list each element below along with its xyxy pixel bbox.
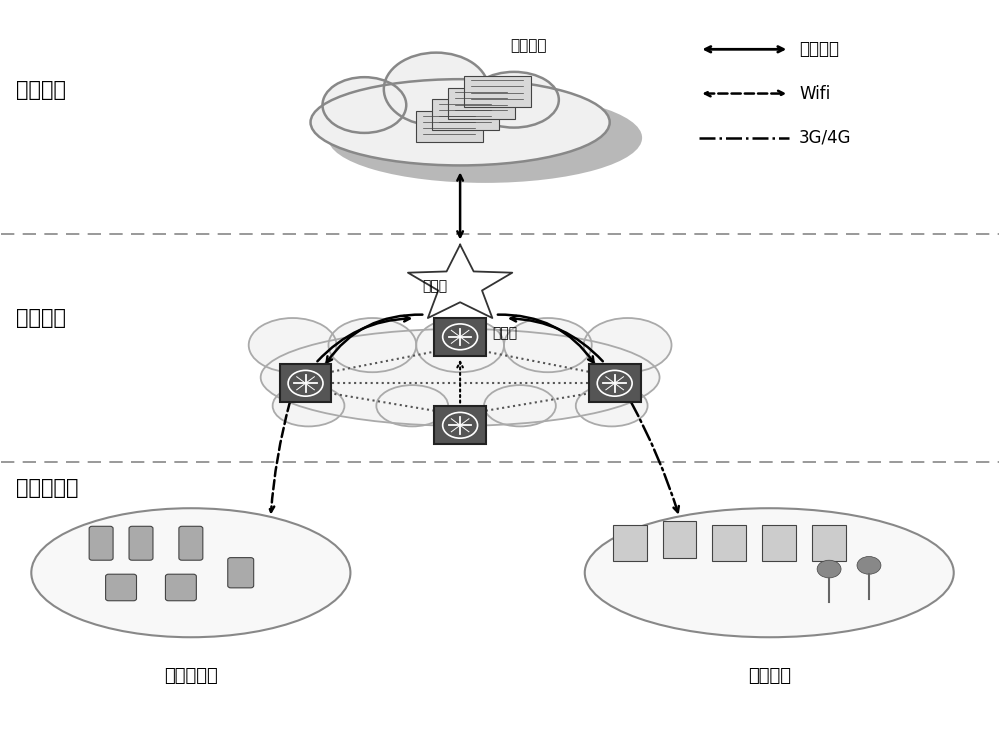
Text: 云服务层: 云服务层 xyxy=(16,80,66,100)
FancyBboxPatch shape xyxy=(589,364,641,403)
Text: 基础设施层: 基础设施层 xyxy=(16,478,79,498)
Ellipse shape xyxy=(322,77,406,133)
Text: 宽带通信: 宽带通信 xyxy=(799,40,839,58)
FancyBboxPatch shape xyxy=(663,522,696,558)
Ellipse shape xyxy=(484,385,556,426)
Circle shape xyxy=(857,556,881,574)
Ellipse shape xyxy=(31,508,350,637)
Ellipse shape xyxy=(416,318,504,372)
Ellipse shape xyxy=(576,385,648,426)
Ellipse shape xyxy=(273,385,344,426)
FancyBboxPatch shape xyxy=(448,87,515,118)
FancyBboxPatch shape xyxy=(165,574,196,601)
FancyBboxPatch shape xyxy=(434,406,486,445)
Ellipse shape xyxy=(249,318,336,372)
Text: 传感器节点: 传感器节点 xyxy=(164,667,218,685)
Text: 互联网: 互联网 xyxy=(423,280,448,294)
Ellipse shape xyxy=(504,318,592,372)
FancyBboxPatch shape xyxy=(464,75,531,107)
FancyBboxPatch shape xyxy=(434,317,486,356)
FancyBboxPatch shape xyxy=(179,526,203,560)
Polygon shape xyxy=(408,245,512,318)
Text: 雾节点: 雾节点 xyxy=(492,326,517,340)
Ellipse shape xyxy=(469,72,559,127)
FancyBboxPatch shape xyxy=(712,525,746,562)
Text: 云服务器: 云服务器 xyxy=(510,38,546,53)
Text: 智能终端: 智能终端 xyxy=(748,667,791,685)
Ellipse shape xyxy=(311,79,610,166)
Text: 3G/4G: 3G/4G xyxy=(799,129,852,147)
FancyBboxPatch shape xyxy=(129,526,153,560)
Circle shape xyxy=(817,560,841,578)
Ellipse shape xyxy=(497,95,593,154)
FancyBboxPatch shape xyxy=(280,364,331,403)
Ellipse shape xyxy=(328,92,642,183)
FancyBboxPatch shape xyxy=(812,525,846,562)
Ellipse shape xyxy=(328,318,416,372)
Ellipse shape xyxy=(585,508,954,637)
Text: 雾计算层: 雾计算层 xyxy=(16,309,66,329)
Ellipse shape xyxy=(350,101,440,159)
Text: Wifi: Wifi xyxy=(799,84,830,103)
FancyBboxPatch shape xyxy=(432,99,499,130)
FancyBboxPatch shape xyxy=(228,558,254,588)
Ellipse shape xyxy=(376,385,448,426)
FancyBboxPatch shape xyxy=(89,526,113,560)
FancyBboxPatch shape xyxy=(416,111,483,142)
Ellipse shape xyxy=(384,53,489,126)
Ellipse shape xyxy=(261,329,660,426)
FancyBboxPatch shape xyxy=(106,574,137,601)
Ellipse shape xyxy=(584,318,672,372)
FancyBboxPatch shape xyxy=(762,525,796,562)
FancyBboxPatch shape xyxy=(613,525,647,562)
Ellipse shape xyxy=(412,76,522,152)
